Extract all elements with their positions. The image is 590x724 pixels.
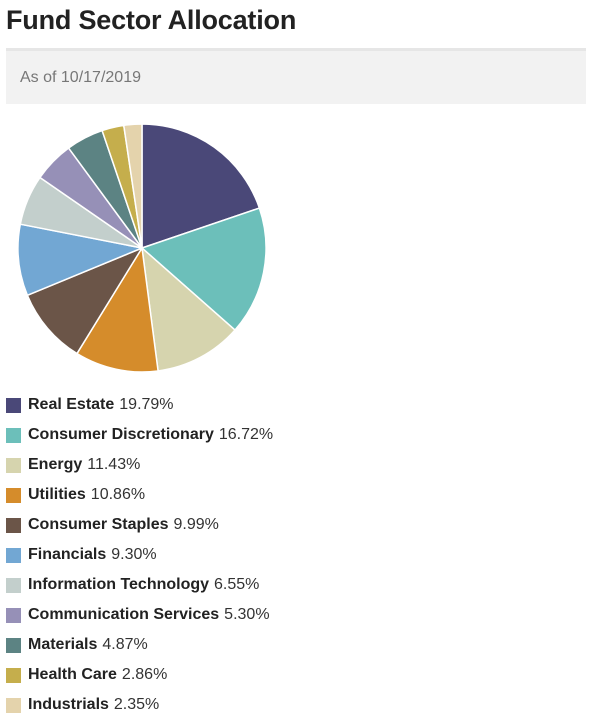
legend-value: 2.86% — [121, 666, 168, 683]
sector-pie-chart — [0, 110, 290, 386]
legend-swatch — [6, 697, 21, 713]
legend-value: 16.72% — [218, 426, 274, 443]
legend-label: Materials — [28, 636, 98, 653]
legend-swatch — [6, 607, 21, 623]
legend-value: 9.99% — [173, 516, 219, 533]
as-of-bar: As of 10/17/2019 — [6, 51, 586, 104]
legend-item-real-estate: Real Estate 19.79% — [6, 390, 566, 420]
legend-value: 5.30% — [224, 606, 270, 623]
legend-value: 9.30% — [111, 546, 157, 563]
legend-value: 6.55% — [214, 576, 260, 593]
legend-swatch — [6, 397, 21, 413]
legend-swatch — [6, 667, 21, 683]
legend-swatch — [6, 517, 21, 533]
pie-slice-consumer-discretionary[interactable] — [141, 207, 267, 331]
legend-label: Real Estate — [28, 396, 115, 413]
pie-slice-industrials[interactable] — [123, 123, 143, 249]
legend-swatch — [6, 427, 21, 443]
legend-value: 2.35% — [113, 696, 160, 713]
legend-label: Financials — [28, 546, 107, 563]
pie-chart-svg — [17, 123, 267, 373]
legend-label: Communication Services — [28, 606, 220, 623]
legend-swatch — [6, 547, 21, 563]
legend-swatch — [6, 457, 21, 473]
chart-legend: Real Estate 19.79% Consumer Discretionary 1… — [6, 390, 566, 720]
pie-slice-real-estate[interactable] — [141, 123, 261, 249]
legend-item-information-technology: Information Technology 6.55% — [6, 570, 566, 600]
legend-label: Energy — [28, 456, 83, 473]
title-divider — [6, 48, 586, 51]
legend-label: Industrials — [28, 696, 109, 713]
legend-item-financials: Financials 9.30% — [6, 540, 566, 570]
legend-value: 4.87% — [102, 636, 148, 653]
as-of-date: As of 10/17/2019 — [20, 69, 141, 86]
legend-item-health-care: Health Care 2.86% — [6, 660, 566, 690]
legend-label: Consumer Discretionary — [28, 426, 214, 443]
legend-item-utilities: Utilities 10.86% — [6, 480, 566, 510]
legend-label: Information Technology — [28, 576, 210, 593]
pie-slice-consumer-staples[interactable] — [26, 247, 143, 355]
legend-swatch — [6, 577, 21, 593]
legend-label: Consumer Staples — [28, 516, 169, 533]
legend-item-materials: Materials 4.87% — [6, 630, 566, 660]
pie-slice-utilities[interactable] — [76, 247, 159, 373]
legend-label: Health Care — [28, 666, 117, 683]
legend-item-communication-services: Communication Services 5.30% — [6, 600, 566, 630]
legend-label: Utilities — [28, 486, 86, 503]
page-title: Fund Sector Allocation — [6, 5, 297, 35]
legend-item-consumer-discretionary: Consumer Discretionary 16.72% — [6, 420, 566, 450]
legend-item-industrials: Industrials 2.35% — [6, 690, 566, 720]
legend-value: 19.79% — [119, 396, 174, 413]
legend-swatch — [6, 637, 21, 653]
legend-item-consumer-staples: Consumer Staples 9.99% — [6, 510, 566, 540]
pie-slice-energy[interactable] — [141, 247, 236, 372]
legend-swatch — [6, 487, 21, 503]
legend-value: 10.86% — [90, 486, 146, 503]
legend-value: 11.43% — [87, 456, 141, 473]
legend-item-energy: Energy 11.43% — [6, 450, 566, 480]
